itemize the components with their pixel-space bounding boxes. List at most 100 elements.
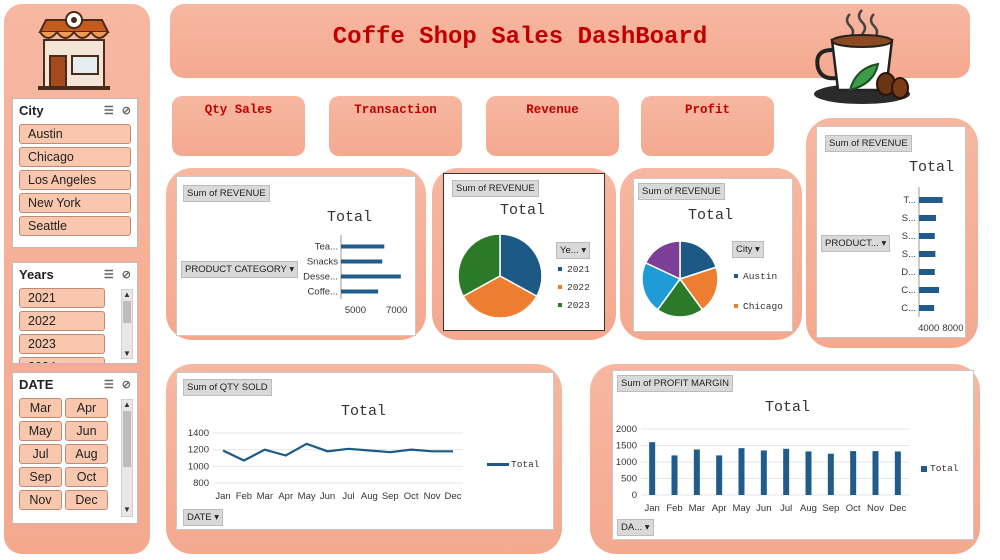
chart-qty-sold: Sum of QTY SOLD Total 1400 1200 1000 800 Jan… <box>176 372 554 530</box>
legend-label: Total <box>930 463 959 474</box>
bar <box>671 455 678 495</box>
category-label: Tea... <box>315 242 338 253</box>
bar <box>649 442 656 495</box>
chart-title: Total <box>500 202 546 219</box>
dropdown-icon[interactable]: ▾ <box>881 238 887 249</box>
kpi-transaction: Transaction <box>329 96 462 156</box>
legend-item: Austin <box>734 261 783 291</box>
x-tick-label: Mar <box>257 491 273 502</box>
clear-filter-icon[interactable]: ⊘ <box>121 268 131 281</box>
category-label: S... <box>902 213 916 224</box>
x-tick-label: Jan <box>645 503 660 514</box>
date-slicer-item[interactable]: Jun <box>65 421 108 441</box>
chart-revenue-by-product: Sum of REVENUE Total PRODUCT... ▾ T... S.… <box>816 126 966 338</box>
date-slicer-item[interactable]: Oct <box>65 467 108 487</box>
legend-field-button[interactable]: Ye... ▾ <box>556 242 591 259</box>
value-field-button[interactable]: Sum of PROFIT MARGIN <box>617 375 734 392</box>
chart-legend: Total <box>921 463 959 474</box>
legend-swatch <box>921 465 927 472</box>
date-slicer-item[interactable]: Mar <box>19 398 62 418</box>
legend-label: Total <box>511 459 540 470</box>
date-slicer-item[interactable]: Dec <box>65 490 108 510</box>
years-slicer-item[interactable]: 2024 <box>19 357 105 363</box>
value-field-button[interactable]: Sum of REVENUE <box>183 185 270 202</box>
scroll-down-icon[interactable]: ▼ <box>123 349 131 358</box>
multi-select-icon[interactable]: ☰ <box>103 104 114 117</box>
value-field-button[interactable]: Sum of REVENUE <box>638 183 725 200</box>
date-slicer-title: DATE <box>19 376 54 392</box>
bar <box>827 453 834 495</box>
dropdown-icon[interactable]: ▾ <box>289 264 295 275</box>
kpi-label: Profit <box>684 103 730 117</box>
category-label: C... <box>901 303 916 314</box>
x-tick-label: Apr <box>712 503 727 514</box>
date-slicer-item[interactable]: Aug <box>65 444 108 464</box>
x-tick-label: Sep <box>822 503 839 514</box>
x-tick-label: Dec <box>445 491 462 502</box>
years-slicer-header: Years ☰ ⊘ <box>13 263 137 285</box>
city-slicer-item[interactable]: Austin <box>19 124 131 144</box>
years-slicer-item[interactable]: 2022 <box>19 311 105 331</box>
value-field-button[interactable]: Sum of REVENUE <box>452 180 539 197</box>
chart-legend: Total <box>487 459 540 470</box>
row-field-button[interactable]: PRODUCT... ▾ <box>821 235 891 252</box>
legend-field-button[interactable]: City ▾ <box>732 241 764 258</box>
years-scrollbar[interactable]: ▲ ▼ <box>121 289 133 359</box>
row-field-button[interactable]: PRODUCT CATEGORY ▾ <box>181 261 299 278</box>
date-slicer-item[interactable]: May <box>19 421 62 441</box>
axis-field-label: DA... <box>621 522 643 533</box>
years-slicer-item[interactable]: 2021 <box>19 288 105 308</box>
multi-select-icon[interactable]: ☰ <box>103 268 114 281</box>
coffee-cup-icon <box>814 9 910 104</box>
date-slicer-item[interactable]: Apr <box>65 398 108 418</box>
chart-title: Total <box>765 399 811 416</box>
coffee-shop-icon <box>38 11 110 90</box>
value-field-button[interactable]: Sum of QTY SOLD <box>183 379 272 396</box>
legend-item: 2021 <box>558 260 590 278</box>
city-slicer-item[interactable]: New York <box>19 193 131 213</box>
pie-slice <box>678 266 719 311</box>
years-slicer: Years ☰ ⊘ 2021 2022 2023 2024 ▲ ▼ <box>12 262 138 364</box>
category-label: C... <box>901 285 916 296</box>
scroll-down-icon[interactable]: ▼ <box>123 505 131 514</box>
bar <box>919 287 939 293</box>
chart-plot: T...S...S...S...D...C...C...4000 8000 <box>901 187 964 334</box>
dropdown-icon[interactable]: ▾ <box>214 512 220 523</box>
date-slicer-item[interactable]: Nov <box>19 490 62 510</box>
city-slicer-item[interactable]: Seattle <box>19 216 131 236</box>
clear-filter-icon[interactable]: ⊘ <box>121 378 131 391</box>
scroll-up-icon[interactable]: ▲ <box>123 290 131 299</box>
x-tick-label: Aug <box>361 491 378 502</box>
bar <box>919 269 935 275</box>
chart-revenue-by-city: Sum of REVENUE Total City ▾ Austin Chicag… <box>633 178 793 332</box>
category-label: S... <box>902 231 916 242</box>
bar <box>919 305 935 311</box>
date-slicer-item[interactable]: Sep <box>19 467 62 487</box>
scroll-thumb[interactable] <box>123 301 131 323</box>
bar-chart: 2000 1500 1000 500 0 Jan Feb Mar Apr May Jun Jul Aug… <box>616 424 909 514</box>
scroll-thumb[interactable] <box>123 411 131 467</box>
dropdown-icon[interactable]: ▾ <box>755 244 760 255</box>
x-tick-label: 5000 <box>345 305 366 316</box>
x-tick-label: Nov <box>867 503 884 514</box>
city-slicer-item[interactable]: Chicago <box>19 147 131 167</box>
date-slicer-item[interactable]: Jul <box>19 444 62 464</box>
clear-filter-icon[interactable]: ⊘ <box>121 104 131 117</box>
bar <box>341 289 379 294</box>
value-field-button[interactable]: Sum of REVENUE <box>825 135 912 152</box>
legend-swatch <box>487 463 509 466</box>
years-slicer-item[interactable]: 2023 <box>19 334 105 354</box>
row-field-label: PRODUCT... <box>825 238 879 249</box>
multi-select-icon[interactable]: ☰ <box>103 378 114 391</box>
city-slicer-item[interactable]: Los Angeles <box>19 170 131 190</box>
dropdown-icon[interactable]: ▾ <box>644 522 650 533</box>
x-tick-label: Jan <box>215 491 230 502</box>
bar <box>341 274 401 279</box>
scroll-up-icon[interactable]: ▲ <box>123 400 131 409</box>
city-slicer: City ☰ ⊘ Austin Chicago Los Angeles New Yor… <box>12 98 138 248</box>
dropdown-icon[interactable]: ▾ <box>581 245 587 256</box>
axis-field-button[interactable]: DA... ▾ <box>617 519 654 536</box>
date-scrollbar[interactable]: ▲ ▼ <box>121 399 133 517</box>
date-slicer-header: DATE ☰ ⊘ <box>13 373 137 395</box>
axis-field-button[interactable]: DATE ▾ <box>183 509 224 526</box>
